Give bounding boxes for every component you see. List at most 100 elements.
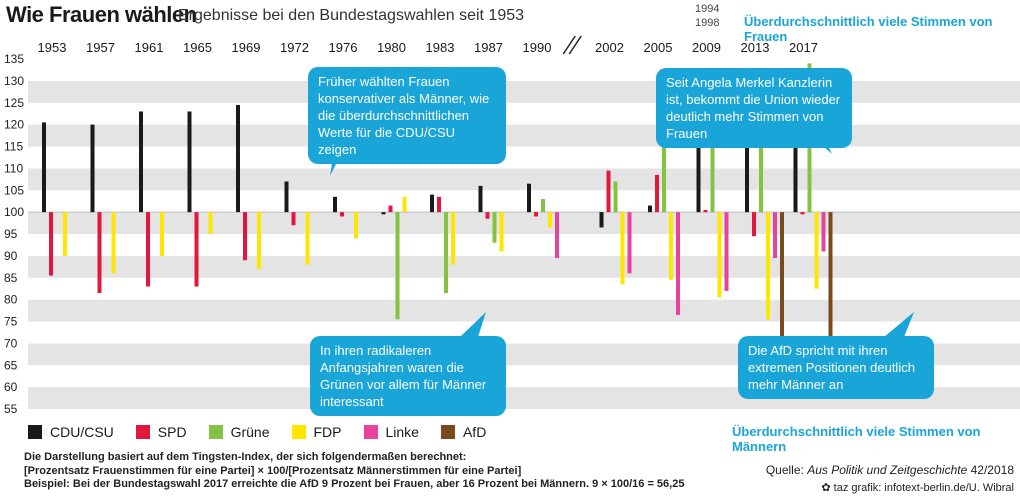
bottom-label-men: Überdurchschnittlich viele Stimmen von M… [732, 424, 981, 454]
bar-spd-2013 [752, 212, 756, 237]
grid-band [28, 80, 1020, 103]
bar-spd-1965 [194, 212, 199, 287]
credit-text: taz grafik: infotext-berlin.de/U. Wibral [833, 482, 1014, 494]
gap-slash [562, 35, 576, 55]
legend-item-afd: AfD [440, 424, 486, 440]
bar-afd-2017 [828, 212, 833, 399]
bar-cdu-csu-1983 [430, 194, 434, 213]
bar-cdu-csu-1969 [236, 104, 240, 213]
bar-cdu-csu-1965 [187, 111, 192, 213]
y-tick-label: 120 [4, 118, 24, 132]
bar-cdu-csu-2013 [745, 146, 749, 213]
bar-fdp-1957 [111, 212, 116, 274]
y-tick-label: 130 [4, 74, 24, 88]
annotation-afd: Die AfD spricht mit ihren extremen Posit… [738, 336, 934, 399]
bar-fdp-2017 [814, 212, 819, 289]
x-tick-label: 1983 [426, 40, 455, 55]
x-tick-label: 1972 [280, 40, 309, 55]
x-tick-label: 2009 [692, 40, 721, 55]
bar-spd-1987 [485, 212, 490, 219]
bar-afd-2013 [780, 212, 784, 379]
x-tick-label: 2013 [741, 40, 770, 55]
bar-fdp-1972 [305, 212, 310, 265]
bar-fdp-1987 [499, 212, 504, 252]
y-tick-label: 105 [4, 183, 24, 197]
legend-swatch [135, 425, 150, 439]
legend-swatch [440, 425, 455, 439]
y-tick-label: 55 [4, 402, 18, 416]
bar-linke-2009 [724, 212, 729, 291]
y-tick-label: 115 [4, 140, 23, 154]
bar-spd-1983 [437, 196, 441, 213]
legend-swatch [291, 425, 306, 439]
x-tick-label: 2017 [789, 40, 818, 55]
legend-item-cdu: CDU/CSU [28, 424, 114, 440]
legend-item-linke: Linke [363, 424, 419, 440]
annotation-merkel: Seit Angela Merkel Kanzlerin ist, bekomm… [656, 68, 852, 148]
bar-grüne-1983 [444, 212, 448, 294]
grid-band [28, 190, 1020, 213]
bar-cdu-csu-1980 [381, 212, 386, 215]
grid-band [28, 59, 1020, 81]
bar-grüne-1980 [395, 212, 400, 320]
y-tick-label: 95 [4, 227, 18, 241]
legend-label: Linke [385, 424, 419, 440]
annotation-cdu: Früher wählten Frauen konservativer als … [308, 67, 506, 164]
y-tick-label: 125 [4, 96, 24, 110]
legend-label: Grüne [230, 424, 270, 440]
grid-band [28, 212, 1020, 234]
bar-grüne-2009 [710, 96, 715, 213]
bar-grüne-1990 [541, 199, 545, 213]
bar-cdu-csu-2002 [599, 212, 604, 228]
bar-spd-2002 [606, 170, 611, 213]
bar-linke-2013 [773, 212, 777, 259]
bar-spd-1972 [291, 212, 296, 226]
legend-label: FDP [313, 424, 342, 440]
bubble-tail-gruene [460, 312, 486, 337]
bar-spd-1957 [97, 212, 102, 294]
bar-spd-1961 [146, 212, 150, 287]
bar-fdp-2013 [766, 212, 770, 320]
x-tick-label: 1961 [135, 40, 164, 55]
grid-band [28, 277, 1020, 300]
y-tick-label: 80 [4, 293, 18, 307]
bar-fdp-1965 [208, 212, 213, 234]
gap-year-1994: 1994 [695, 3, 720, 15]
y-tick-label: 70 [4, 336, 18, 350]
y-tick-label: 110 [4, 161, 23, 175]
legend-label: CDU/CSU [50, 424, 114, 440]
source-note: Quelle: Aus Politik und Zeitgeschichte 4… [766, 463, 1014, 477]
legend-swatch [28, 425, 42, 439]
bar-fdp-2009 [717, 212, 722, 298]
bar-cdu-csu-1990 [527, 183, 531, 213]
bar-linke-2005 [676, 212, 680, 315]
grid-band [28, 299, 1020, 322]
x-tick-label: 1957 [86, 40, 115, 55]
method-line-2: [Prozentsatz Frauenstimmen für eine Part… [24, 464, 522, 477]
source-suffix: 42/2018 [967, 463, 1014, 477]
grid-band [28, 168, 1020, 191]
grid-band [28, 102, 1020, 125]
y-tick-label: 90 [4, 249, 18, 263]
grid-band [28, 124, 1020, 147]
x-tick-label: 1965 [183, 40, 212, 55]
legend-item-gruene: Grüne [208, 424, 270, 440]
legend-item-fdp: FDP [291, 424, 342, 440]
y-tick-label: 60 [4, 380, 18, 394]
bar-cdu-csu-2009 [696, 137, 701, 213]
bar-spd-1980 [388, 205, 393, 213]
credit-icon: ✿ [821, 482, 834, 494]
x-tick-label: 2002 [595, 40, 624, 55]
bar-fdp-1980 [402, 196, 407, 213]
y-tick-label: 75 [4, 315, 18, 329]
bar-fdp-1990 [548, 212, 552, 228]
bar-cdu-csu-1976 [333, 196, 337, 213]
bar-fdp-2005 [669, 212, 673, 280]
bar-spd-1976 [340, 212, 344, 217]
y-tick-label: 65 [4, 358, 18, 372]
chart-subtitle: Ergebnisse bei den Bundestagswahlen seit… [178, 7, 525, 24]
method-line-1: Die Darstellung basiert auf dem Tingsten… [24, 451, 467, 463]
method-line-3: Beispiel: Bei der Bundestagswahl 2017 er… [24, 478, 685, 490]
bar-spd-1969 [243, 212, 247, 261]
